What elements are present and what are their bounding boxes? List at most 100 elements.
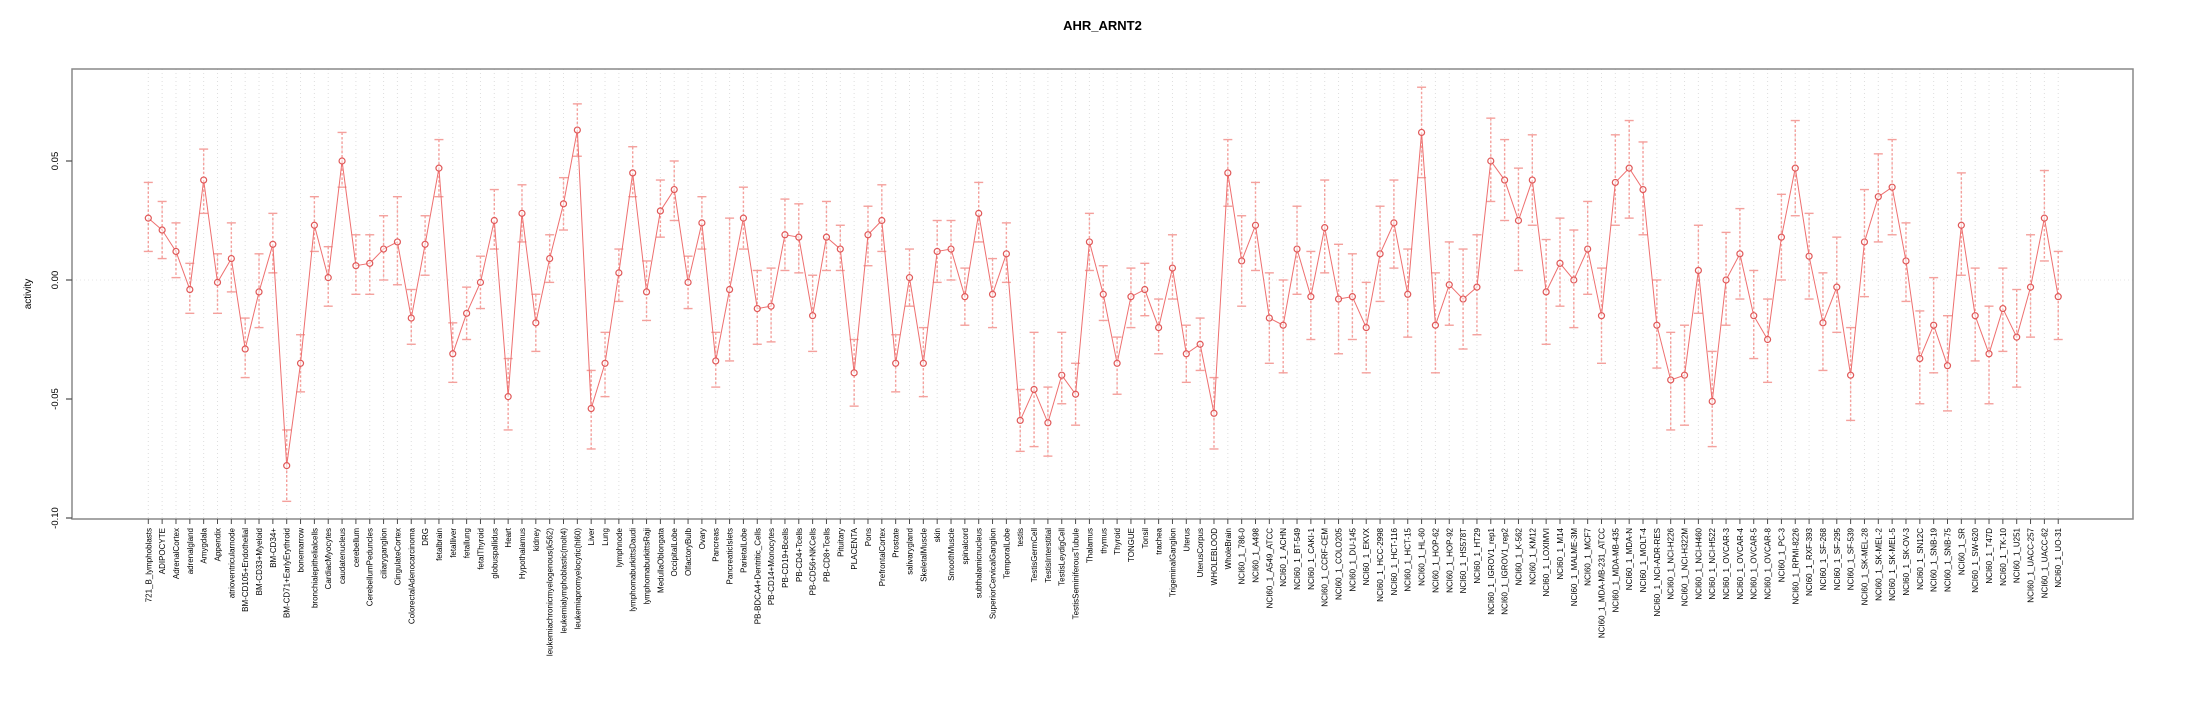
data-point bbox=[241, 345, 249, 353]
x-tick-label: NCI60_1_A498 bbox=[1252, 527, 1261, 582]
x-tick-label: TONGUE bbox=[1127, 528, 1136, 562]
data-point bbox=[1971, 312, 1979, 320]
x-tick-label: NCI60_1_MDA-N bbox=[1625, 528, 1634, 590]
x-tick-label: Liver bbox=[587, 528, 596, 546]
data-point bbox=[1085, 238, 1094, 246]
data-point bbox=[795, 233, 803, 241]
data-point bbox=[1459, 295, 1467, 303]
x-tick-label: NCI60_1_HT29 bbox=[1473, 527, 1482, 583]
x-tick-label: NCI60_1_NCI-H460 bbox=[1694, 527, 1703, 599]
y-axis-title: activity bbox=[23, 279, 34, 310]
data-point bbox=[1902, 257, 1910, 265]
x-tick-label: NCI60_1_NCI-H226 bbox=[1667, 527, 1676, 599]
x-tick-label: NCI60_1_RXF-393 bbox=[1805, 527, 1814, 596]
x-tick-label: BM-CD34+ bbox=[269, 528, 278, 568]
data-point bbox=[1667, 376, 1675, 384]
x-tick-label: leukemialymphoblastic(molt4) bbox=[560, 528, 569, 634]
data-point bbox=[1307, 293, 1315, 301]
data-point bbox=[1763, 335, 1772, 344]
x-tick-label: NCI60_1_OVCAR-4 bbox=[1736, 527, 1745, 599]
data-point bbox=[352, 262, 360, 270]
x-tick-label: Pons bbox=[864, 528, 873, 546]
data-point bbox=[1417, 128, 1426, 137]
data-point bbox=[158, 226, 166, 234]
data-point bbox=[656, 207, 664, 215]
data-point bbox=[864, 231, 872, 239]
x-tick-label: NCI60_1_ACHN bbox=[1279, 528, 1288, 587]
data-point bbox=[1625, 164, 1633, 172]
x-tick-label: bronchialepithelialcells bbox=[310, 528, 319, 608]
data-point bbox=[338, 157, 346, 165]
data-point bbox=[518, 209, 526, 217]
x-tick-label: NCI60_1_PC-3 bbox=[1777, 527, 1786, 582]
x-tick-label: NCI60_1_HS578T bbox=[1459, 528, 1468, 593]
data-point bbox=[1127, 293, 1135, 301]
x-tick-label: NCI60_1_NCI-ADR-RES bbox=[1653, 528, 1662, 616]
data-point bbox=[366, 259, 374, 267]
data-point bbox=[1597, 312, 1606, 320]
data-point bbox=[144, 214, 152, 222]
data-point bbox=[186, 285, 194, 294]
data-point bbox=[753, 304, 761, 313]
data-point bbox=[1155, 324, 1163, 332]
x-tick-label: PrefrontalCortex bbox=[878, 528, 887, 586]
x-tick-label: NCI60_1_MDA-MB-435 bbox=[1611, 527, 1620, 612]
data-point bbox=[1099, 290, 1107, 298]
x-tick-label: ParietalLobe bbox=[739, 527, 748, 572]
plot-border bbox=[71, 68, 2134, 520]
data-point bbox=[1542, 288, 1550, 296]
x-tick-label: NCI60_1_BT-549 bbox=[1293, 527, 1302, 589]
data-point bbox=[698, 219, 706, 227]
data-point bbox=[1251, 221, 1260, 229]
data-point bbox=[767, 302, 775, 310]
data-point bbox=[1445, 281, 1453, 289]
x-tick-label: ColorectalAdenocarcinoma bbox=[407, 527, 416, 624]
data-point bbox=[892, 359, 900, 367]
x-tick-label: skin bbox=[933, 528, 942, 542]
data-point bbox=[1722, 276, 1730, 284]
data-point bbox=[1611, 178, 1619, 187]
x-tick-label: PancreaticIslets bbox=[726, 528, 735, 584]
data-point bbox=[1321, 224, 1329, 232]
data-point bbox=[1431, 321, 1440, 329]
y-tick-label: 0.05 bbox=[50, 152, 61, 171]
data-point bbox=[1930, 321, 1938, 329]
x-tick-label: OlfactoryBulb bbox=[684, 527, 693, 576]
data-point bbox=[739, 214, 748, 222]
x-tick-label: NCI60_1_SNB-75 bbox=[1944, 527, 1953, 592]
data-point bbox=[379, 245, 388, 253]
x-tick-label: NCI60_1_M14 bbox=[1556, 527, 1565, 579]
data-point bbox=[269, 240, 277, 248]
x-tick-label: CardiacMyocytes bbox=[324, 528, 333, 589]
x-tick-label: TestisGermCell bbox=[1030, 528, 1039, 582]
data-point bbox=[615, 269, 623, 277]
data-point bbox=[947, 245, 955, 253]
x-tick-label: Pituitary bbox=[836, 528, 845, 557]
data-point bbox=[836, 245, 844, 253]
x-tick-label: PB-CD19+Bcells bbox=[781, 528, 790, 588]
data-point bbox=[1999, 304, 2007, 313]
data-point bbox=[670, 185, 678, 194]
data-point bbox=[781, 231, 789, 239]
data-point bbox=[822, 233, 831, 241]
data-point bbox=[1182, 350, 1190, 358]
x-tick-label: SkeletalMuscle bbox=[919, 527, 928, 581]
data-point bbox=[255, 288, 263, 296]
data-point bbox=[1819, 319, 1827, 327]
x-tick-label: bonemarrow bbox=[297, 528, 306, 573]
data-point bbox=[1044, 419, 1052, 427]
data-point bbox=[172, 247, 180, 256]
x-tick-label: NCI60_1_TK-10 bbox=[1999, 527, 2008, 585]
data-point bbox=[1833, 283, 1841, 291]
x-tick-label: leukemiapromyelocytic(hl60) bbox=[573, 528, 582, 630]
data-point bbox=[878, 216, 886, 225]
data-point bbox=[725, 285, 734, 294]
data-point bbox=[490, 216, 498, 225]
data-point bbox=[1750, 312, 1758, 320]
x-tick-label: MedullaOblongata bbox=[656, 527, 665, 592]
x-tick-label: NCI60_1_HOP-92 bbox=[1445, 527, 1454, 592]
data-point bbox=[1058, 371, 1066, 379]
x-tick-label: leukemiachronicmyelogenous(k562) bbox=[546, 528, 555, 656]
